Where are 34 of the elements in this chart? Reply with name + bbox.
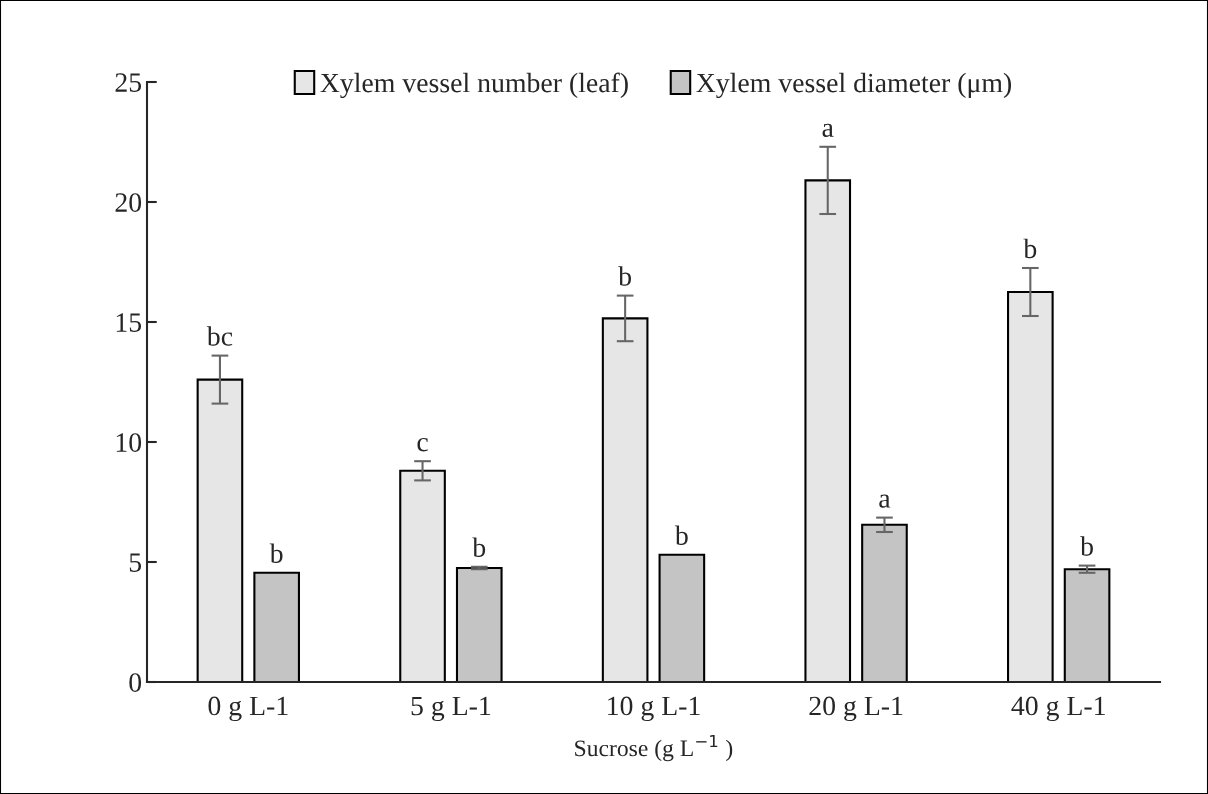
data-label: b bbox=[1080, 536, 1093, 556]
bar bbox=[861, 523, 908, 682]
bar bbox=[196, 378, 244, 682]
bar bbox=[601, 317, 649, 682]
data-label: c bbox=[417, 438, 428, 452]
data-label: b bbox=[618, 266, 632, 286]
y-tick-label: 20 bbox=[115, 193, 142, 212]
data-label: bc bbox=[206, 326, 233, 346]
legend-label: Xylem vessel number (leaf) bbox=[320, 72, 628, 99]
bar bbox=[804, 179, 852, 682]
x-tick-label: 10 g L-1 bbox=[608, 696, 700, 722]
y-tick-label: 5 bbox=[129, 553, 142, 572]
x-tick-label: 0 g L-1 bbox=[208, 696, 288, 722]
x-tick-label: 40 g L-1 bbox=[1011, 696, 1105, 722]
bar bbox=[399, 469, 446, 682]
bar bbox=[455, 566, 503, 682]
data-label: b bbox=[674, 525, 688, 545]
data-label: a bbox=[879, 494, 891, 508]
bar bbox=[1007, 290, 1054, 682]
y-tick-label: 10 bbox=[116, 433, 142, 452]
y-tick-label: 0 bbox=[129, 673, 142, 692]
y-tick-label: 25 bbox=[115, 73, 142, 92]
x-axis-title: Sucrose (g L$^{−1}$ ) bbox=[575, 734, 733, 762]
bar bbox=[1063, 568, 1111, 682]
legend-label: Xylem vessel diameter (μm) bbox=[696, 72, 1012, 99]
data-label: b bbox=[472, 537, 486, 557]
x-tick-label: 20 g L-1 bbox=[809, 696, 903, 722]
bar bbox=[658, 553, 706, 682]
y-tick-label: 15 bbox=[116, 313, 142, 332]
data-label: a bbox=[822, 123, 834, 137]
bar bbox=[253, 571, 300, 682]
data-label: b bbox=[269, 543, 283, 563]
x-tick-label: 5 g L-1 bbox=[411, 696, 491, 722]
data-label: b bbox=[1023, 238, 1037, 259]
